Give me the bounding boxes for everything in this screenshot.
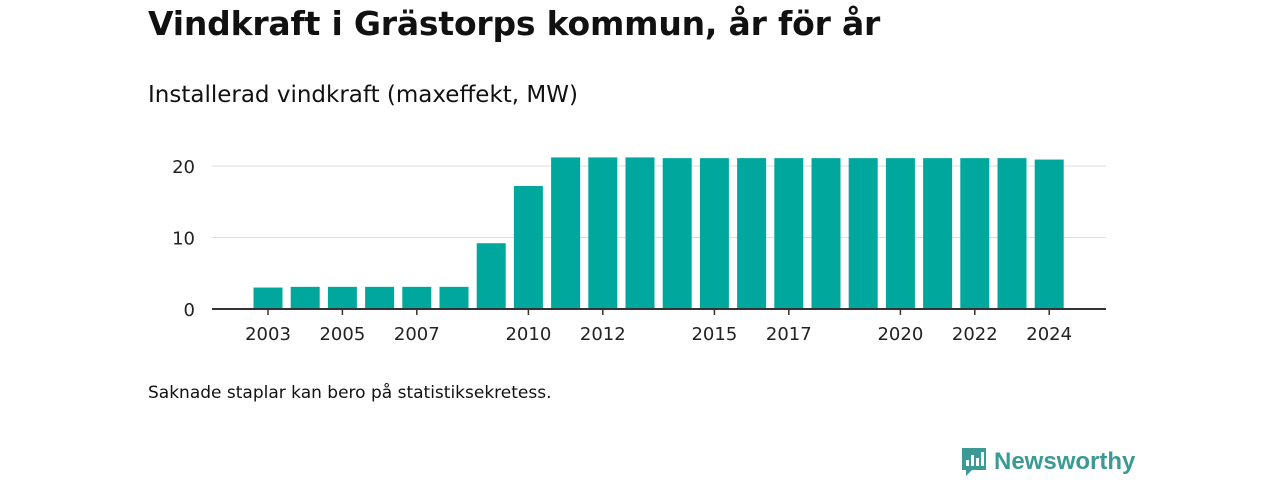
y-tick-label-0: 0 [184, 300, 195, 321]
x-tick-label-2012: 2012 [580, 324, 626, 345]
newsworthy-logo: Newsworthy [960, 446, 1135, 478]
x-tick-label-2015: 2015 [691, 324, 737, 345]
bar-2018 [811, 158, 841, 309]
bar-2022 [960, 158, 990, 309]
x-tick-label-2017: 2017 [766, 324, 812, 345]
footnote: Saknade staplar kan bero på statistiksek… [148, 383, 552, 403]
newsworthy-logo-icon [962, 448, 986, 476]
bar-2023 [997, 158, 1027, 309]
bar-2017 [774, 158, 804, 309]
x-tick-label-2020: 2020 [877, 324, 923, 345]
x-tick-label-2010: 2010 [505, 324, 551, 345]
y-tick-label-10: 10 [172, 229, 195, 250]
chart-title: Vindkraft i Grästorps kommun, år för år [148, 4, 881, 43]
bar-2003 [253, 287, 283, 309]
bar-2005 [327, 286, 357, 309]
bar-2006 [365, 286, 395, 309]
bar-2008 [439, 286, 469, 309]
bar-2013 [625, 157, 655, 309]
bar-2015 [699, 158, 729, 309]
x-tick-label-2024: 2024 [1026, 324, 1072, 345]
bar-2012 [588, 157, 618, 309]
bar-2020 [885, 158, 915, 309]
bar-2007 [402, 286, 432, 309]
x-tick-label-2003: 2003 [245, 324, 291, 345]
x-tick-label-2007: 2007 [394, 324, 440, 345]
bar-2014 [662, 158, 692, 309]
x-tick-label-2005: 2005 [319, 324, 365, 345]
bar-2009 [476, 243, 506, 309]
bar-2021 [923, 158, 953, 309]
x-tick-label-2022: 2022 [952, 324, 998, 345]
chart-subtitle: Installerad vindkraft (maxeffekt, MW) [148, 82, 578, 108]
y-tick-label-20: 20 [172, 157, 195, 178]
bar-2019 [848, 158, 878, 309]
bar-2010 [513, 186, 543, 309]
bar-2011 [551, 157, 581, 309]
newsworthy-logo-text: Newsworthy [994, 448, 1136, 475]
bar-2024 [1034, 159, 1064, 309]
bar-2004 [290, 286, 320, 309]
bar-2016 [737, 158, 767, 309]
